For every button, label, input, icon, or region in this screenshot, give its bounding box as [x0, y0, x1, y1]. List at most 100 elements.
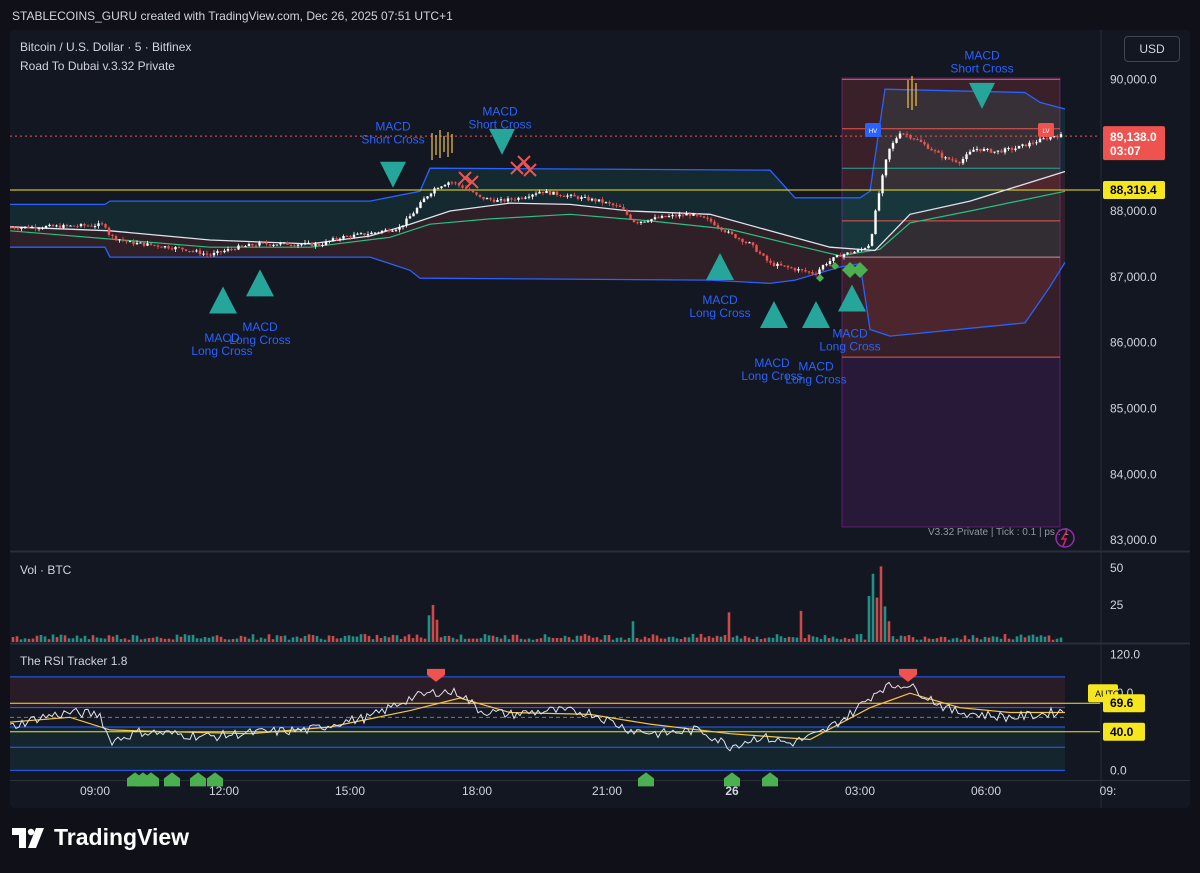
volume-bar	[675, 638, 679, 642]
volume-bar	[795, 637, 799, 642]
candle-body	[212, 252, 216, 256]
volume-bar	[495, 636, 499, 642]
volume-bar	[539, 638, 543, 642]
candle-body	[307, 242, 310, 244]
candle-body	[758, 251, 762, 254]
volume-bar	[955, 637, 959, 642]
candle-body	[755, 245, 758, 252]
volume-bar	[367, 635, 371, 642]
candle-body	[968, 151, 972, 155]
volume-bar	[43, 636, 47, 642]
macd-annotation-label: MACD	[832, 326, 868, 340]
symbol-legend[interactable]: Bitcoin / U.S. Dollar · 5 · Bitfinex	[20, 40, 192, 54]
candle-body	[20, 227, 23, 229]
volume-bar	[95, 637, 99, 642]
candle-body	[223, 250, 226, 253]
volume-bar	[427, 615, 431, 642]
candle-body	[562, 196, 566, 198]
volume-bar	[531, 639, 535, 642]
hv-badge-text: HV	[869, 129, 877, 135]
volume-bar	[643, 636, 647, 642]
volume-legend[interactable]: Vol · BTC	[20, 563, 72, 577]
volume-bar	[503, 635, 507, 642]
candle-body	[576, 196, 580, 199]
volume-bar	[1031, 634, 1035, 642]
candle-body	[279, 243, 282, 245]
candle-body	[41, 227, 44, 229]
last-price-tag	[1103, 126, 1165, 161]
volume-bar	[839, 639, 843, 642]
volume-bar	[119, 638, 123, 642]
candle-body	[366, 234, 370, 236]
volume-bar	[527, 638, 531, 642]
candle-body	[1024, 144, 1028, 147]
volume-bar	[467, 638, 471, 642]
volume-bar	[151, 637, 155, 642]
time-axis-label: 09:	[1100, 784, 1117, 798]
volume-bar	[87, 639, 91, 642]
volume-bar	[1035, 636, 1039, 642]
volume-bar	[63, 635, 67, 642]
volume-bar	[239, 635, 243, 642]
currency-button[interactable]: USD	[1124, 36, 1180, 62]
candle-body	[405, 218, 408, 226]
volume-bar	[447, 635, 451, 642]
candle-body	[842, 254, 846, 257]
volume-bar	[767, 637, 771, 642]
candle-body	[849, 252, 853, 254]
indicator-legend[interactable]: Road To Dubai v.3.32 Private	[20, 59, 175, 73]
volume-bar	[179, 636, 183, 642]
volume-bar	[671, 636, 675, 642]
candle-body	[352, 234, 356, 238]
candle-body	[422, 198, 426, 203]
candle-body	[86, 225, 90, 227]
volume-bar	[515, 634, 519, 642]
volume-bar	[963, 635, 967, 642]
candle-body	[1038, 138, 1042, 143]
volume-bar	[911, 637, 915, 642]
volume-bar	[215, 635, 219, 642]
volume-bar	[1015, 636, 1019, 642]
candle-body	[296, 244, 300, 246]
candle-body	[632, 219, 636, 223]
band-fill-upper	[10, 89, 1065, 251]
candle-body	[713, 221, 716, 226]
candle-body	[688, 213, 692, 216]
volume-bar	[139, 639, 143, 642]
zone-box-lower	[842, 255, 1060, 358]
candle-body	[888, 148, 891, 160]
volume-bar	[1007, 638, 1011, 642]
volume-bar	[115, 634, 119, 642]
volume-bar	[923, 636, 927, 642]
candle-body	[986, 148, 989, 150]
candle-body	[597, 199, 601, 202]
volume-bar	[247, 638, 251, 642]
volume-bar	[199, 638, 203, 642]
candle-body	[545, 191, 548, 194]
volume-bar	[1055, 638, 1059, 642]
candle-body	[951, 159, 954, 161]
volume-bar	[135, 635, 139, 642]
volume-bar	[687, 637, 691, 642]
candle-body	[170, 248, 174, 250]
volume-bar	[927, 638, 931, 642]
time-axis-label: 26	[725, 784, 739, 798]
candle-body	[58, 225, 62, 228]
volume-bar	[807, 634, 811, 642]
rsi-legend[interactable]: The RSI Tracker 1.8	[20, 654, 128, 668]
candle-body	[391, 230, 394, 232]
volume-bar	[39, 634, 43, 642]
candle-body	[839, 255, 842, 257]
chart-area[interactable]: HV LV MACD Short Cross MACD Short Cross MACD Sh…	[10, 30, 1190, 808]
volume-bar	[755, 636, 759, 642]
volume-bar	[47, 639, 51, 642]
candle-body	[398, 226, 401, 230]
macd-long-arrow	[802, 301, 830, 329]
candle-body	[653, 217, 657, 220]
volume-bar	[631, 621, 635, 642]
info-text: V3.32 Private | Tick : 0.1 | ps : 1	[928, 527, 1069, 538]
candle-body	[993, 151, 996, 153]
rsi-axis-label: 120.0	[1110, 648, 1140, 662]
volume-bar	[691, 633, 695, 642]
